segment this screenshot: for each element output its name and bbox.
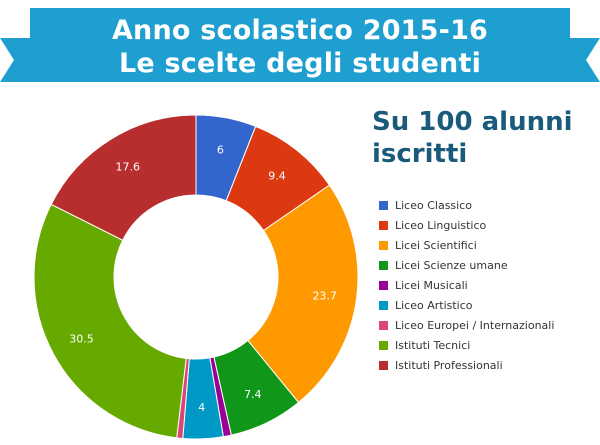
legend-item: Liceo Classico <box>379 195 594 215</box>
legend-item: Liceo Artistico <box>379 295 594 315</box>
legend-label: Liceo Linguistico <box>395 218 487 232</box>
slice-data-label: 7.4 <box>244 388 262 401</box>
banner-tail-left <box>0 38 38 82</box>
legend-item: Licei Scientifici <box>379 235 594 255</box>
slice-data-label: 6 <box>217 143 224 156</box>
legend-swatch <box>379 320 388 330</box>
legend-swatch <box>379 220 388 230</box>
legend-label: Liceo Europei / Internazionali <box>395 318 555 332</box>
donut-slice <box>33 203 187 439</box>
donut-slice <box>247 184 359 404</box>
legend-item: Licei Scienze umane <box>379 255 594 275</box>
banner-title-line1: Anno scolastico 2015-16 <box>111 15 489 46</box>
legend-swatch <box>379 340 388 350</box>
legend-label: Licei Scienze umane <box>395 258 508 272</box>
chart-subtitle-line1: Su 100 alunni <box>372 107 573 137</box>
legend-swatch <box>379 280 388 290</box>
legend-item: Liceo Linguistico <box>379 215 594 235</box>
legend-swatch <box>379 200 388 210</box>
donut-slice <box>50 114 197 241</box>
chart-legend: Liceo Classico Liceo Linguistico Licei Sci… <box>379 195 594 375</box>
legend-label: Istituti Professionali <box>395 358 503 372</box>
banner-title-line2: Le scelte degli studenti <box>118 48 482 79</box>
banner-title: Anno scolastico 2015-16 Le scelte degli … <box>0 14 600 80</box>
legend-item: Licei Musicali <box>379 275 594 295</box>
legend-item: Istituti Tecnici <box>379 335 594 355</box>
title-banner: Anno scolastico 2015-16 Le scelte degli … <box>0 0 600 100</box>
legend-swatch <box>379 260 388 270</box>
legend-label: Istituti Tecnici <box>395 338 471 352</box>
chart-subtitle-line2: iscritti <box>372 139 468 169</box>
slice-data-label: 9.4 <box>268 169 286 182</box>
legend-swatch <box>379 300 388 310</box>
banner-band <box>30 8 570 82</box>
legend-item: Liceo Europei / Internazionali <box>379 315 594 335</box>
legend-item: Istituti Professionali <box>379 355 594 375</box>
donut-chart: 6 9.4 23.7 7.4 4 30.5 17.6 <box>33 114 359 440</box>
slice-data-label: 30.5 <box>69 333 94 346</box>
slice-data-label: 23.7 <box>312 289 337 302</box>
chart-subtitle: Su 100 alunni iscritti <box>372 106 592 170</box>
slice-data-label: 17.6 <box>115 160 140 173</box>
legend-swatch <box>379 240 388 250</box>
legend-label: Licei Scientifici <box>395 238 477 252</box>
slice-data-label: 4 <box>198 401 205 414</box>
legend-swatch <box>379 360 388 370</box>
banner-ribbon <box>0 8 600 82</box>
legend-label: Liceo Classico <box>395 198 472 212</box>
banner-tail-right <box>562 38 600 82</box>
legend-label: Liceo Artistico <box>395 298 473 312</box>
legend-label: Licei Musicali <box>395 278 468 292</box>
